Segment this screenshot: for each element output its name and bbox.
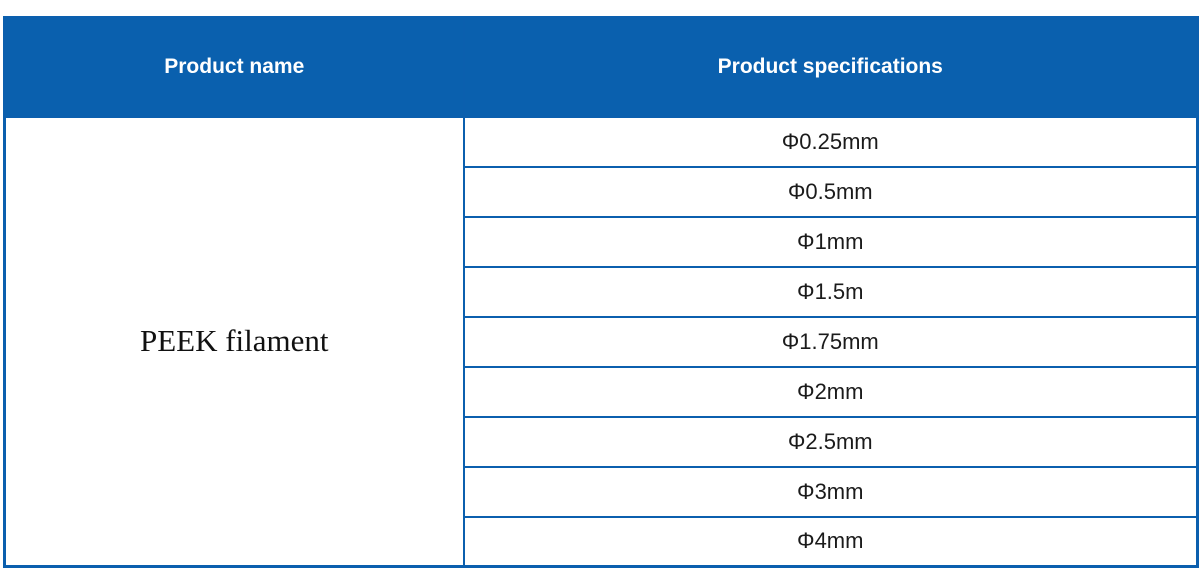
table-row: Φ1.75mm bbox=[5, 315, 1199, 368]
table-row: Φ1mm bbox=[5, 215, 1199, 268]
table-row: Φ2mm bbox=[5, 365, 1199, 418]
table-row: Φ0.5mm bbox=[5, 165, 1199, 218]
table-row: Φ4mm bbox=[5, 515, 1199, 568]
table-row: PEEK filament Φ0.25mm bbox=[3, 115, 1199, 568]
spec-cell: Φ0.25mm bbox=[462, 115, 1199, 168]
product-spec-table: Product name Product specifications PEEK… bbox=[3, 16, 1199, 568]
table-row: Φ1.5m bbox=[5, 265, 1199, 318]
spec-cell: Φ4mm bbox=[462, 515, 1199, 568]
spec-cell: Φ3mm bbox=[462, 465, 1199, 518]
table-row: Φ3mm bbox=[5, 465, 1199, 518]
header-product-name: Product name bbox=[3, 16, 465, 118]
spec-cell: Φ0.5mm bbox=[462, 165, 1199, 218]
header-product-specifications: Product specifications bbox=[462, 16, 1199, 118]
product-name-cell: PEEK filament bbox=[3, 115, 465, 568]
spec-cell: Φ1mm bbox=[462, 215, 1199, 268]
table-header: Product name Product specifications bbox=[3, 16, 1199, 118]
product-spec-table-container: Product name Product specifications PEEK… bbox=[3, 16, 1199, 568]
table-row: Φ2.5mm bbox=[5, 415, 1199, 468]
header-row: Product name Product specifications bbox=[3, 16, 1199, 118]
table-body: PEEK filament Φ0.25mm Φ0.5mm Φ1mm Φ1.5m Φ1.75… bbox=[3, 115, 1199, 568]
spec-cell: Φ1.75mm bbox=[462, 315, 1199, 368]
spec-cell: Φ2mm bbox=[462, 365, 1199, 418]
spec-cell: Φ1.5m bbox=[462, 265, 1199, 318]
spec-cell: Φ2.5mm bbox=[462, 415, 1199, 468]
